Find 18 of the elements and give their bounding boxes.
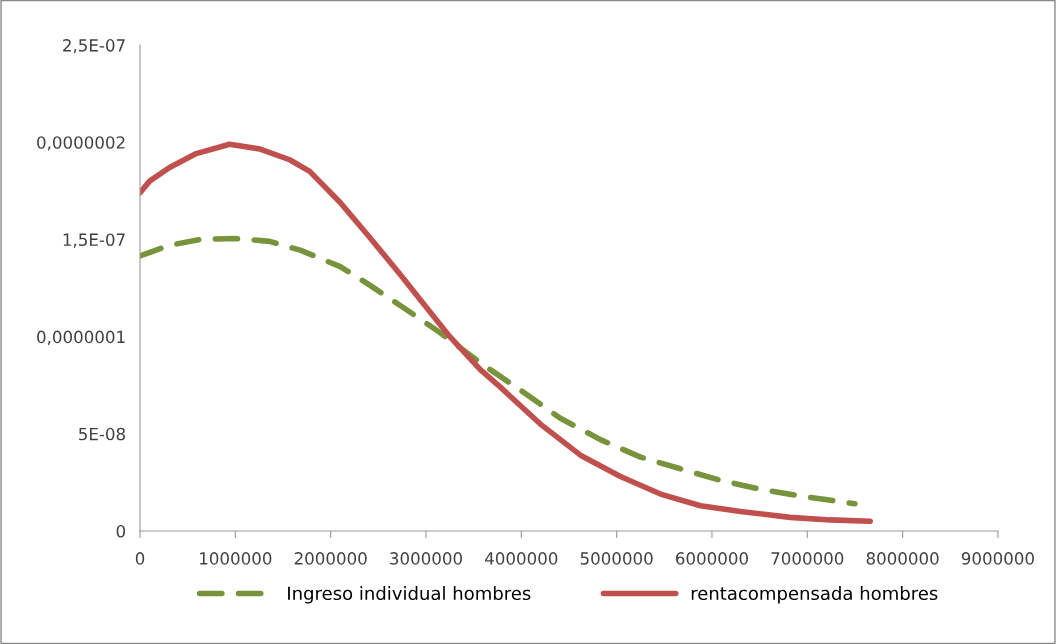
x-tick-label: 7000000 — [771, 552, 844, 565]
x-tick-label: 6000000 — [676, 552, 748, 565]
x-tick-label: 0 — [135, 552, 145, 565]
x-tick-label: 3000000 — [390, 552, 462, 565]
legend-label: Ingreso individual hombres — [288, 586, 531, 604]
x-tick-label: 5000000 — [580, 552, 653, 565]
y-tick-label: 0,0000002 — [37, 136, 125, 151]
y-tick-label: 0 — [116, 524, 126, 538]
y-tick-label: 0,0000001 — [37, 330, 125, 345]
x-tick-label: 2000000 — [294, 552, 367, 565]
y-tick-label: 1,5E-07 — [63, 233, 125, 248]
y-tick-label: 2,5E-07 — [63, 39, 125, 54]
x-tick-label: 1000000 — [200, 552, 272, 565]
y-tick-label: 5E-08 — [79, 427, 125, 441]
x-tick-label: 4000000 — [485, 552, 558, 565]
x-tick-label: 9000000 — [961, 552, 1034, 565]
legend-label: rentacompensada hombres — [691, 586, 938, 604]
x-tick-label: 8000000 — [866, 552, 939, 565]
